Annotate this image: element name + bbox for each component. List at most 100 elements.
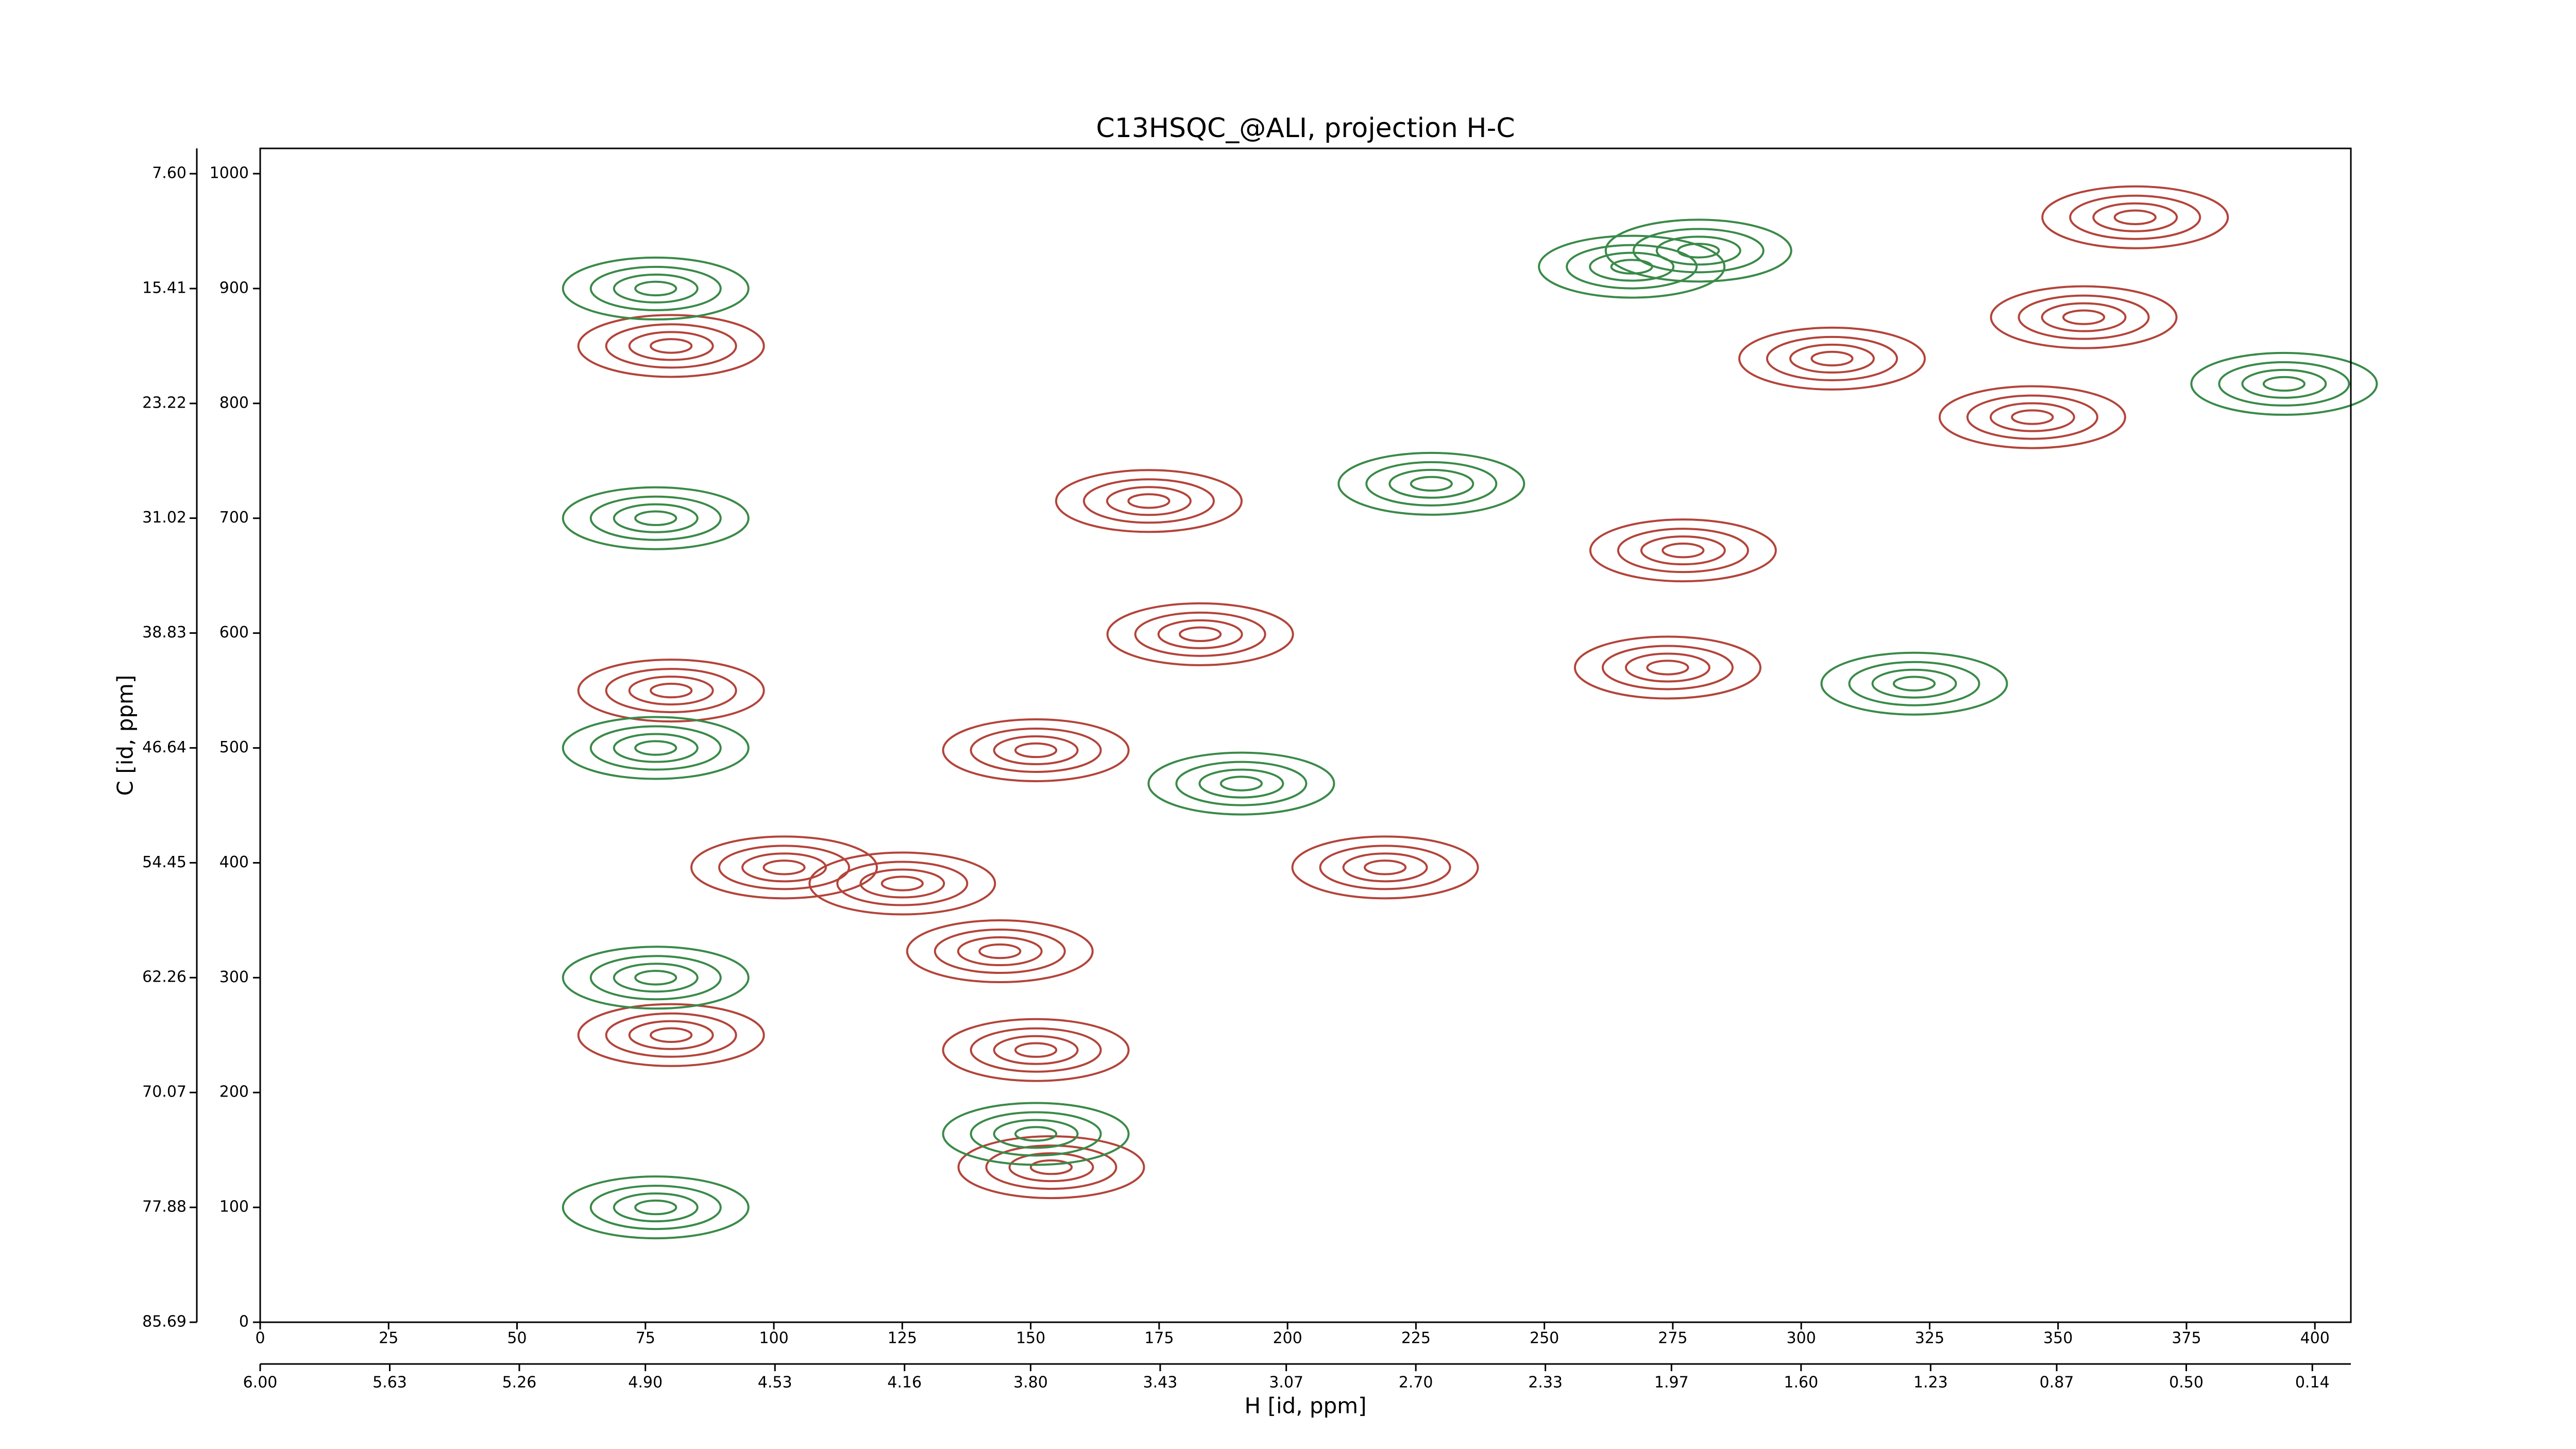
contour-peak [690,835,878,900]
contour-peak [1106,602,1294,666]
contour-peak [1589,251,1675,282]
contour-peak [2062,309,2106,325]
contour-peak [993,1035,1079,1065]
chart-title: C13HSQC_@ALI, projection H-C [1096,113,1515,144]
contour-peak [1966,394,2098,440]
x2-tick-label: 2.33 [1528,1374,1563,1392]
contour-peak [718,845,850,890]
contour-peak [613,963,699,993]
contour-peak [613,273,699,304]
contour-peak [634,1199,677,1216]
contour-peak [1810,350,1854,367]
contour-peak [1008,1152,1094,1183]
contour-peak [634,740,677,756]
contour-peak [1604,218,1792,283]
contour-peak [942,1018,1130,1082]
contour-peak [1617,528,1749,574]
y-axis-label: C [id, ppm] [113,675,138,796]
contour-peak [1989,402,2075,432]
contour-peak [1147,751,1335,816]
contour-peak [1566,244,1698,290]
contour-peak [577,314,765,378]
y-tick-label: 1000 [210,164,249,182]
plot-frame [259,147,2352,1323]
contour-peak [2262,376,2306,392]
x-tick-label: 50 [507,1329,527,1347]
x2-tick-label: 1.60 [1784,1374,1818,1392]
contour-peak [1410,476,1453,492]
contour-peak [1538,234,1726,299]
contour-peak [634,280,677,297]
contour-peak [836,861,969,906]
x2-tick-label: 4.90 [628,1374,663,1392]
x2-tick-label: 1.97 [1654,1374,1689,1392]
y-tick-label: 700 [219,509,249,527]
contour-peak [613,1192,699,1223]
contour-peak [1938,385,2126,449]
x-tick-label: 200 [1273,1329,1302,1347]
contour-peak [589,725,722,771]
contour-peak [1766,335,1898,381]
contour-peak [985,1144,1117,1190]
contour-peak [942,1102,1130,1166]
contour-peak [993,735,1079,765]
contour-peak [589,1185,722,1231]
contour-peak [1388,468,1475,499]
y2-tick-label: 77.88 [142,1198,187,1216]
y2-tick-label: 15.41 [142,279,187,297]
x-tick-label: 250 [1530,1329,1559,1347]
contour-peak [2041,185,2229,249]
contour-peak [978,943,1022,959]
y-tick-label: 400 [219,853,249,871]
y2-tick-label: 31.02 [142,509,187,527]
contour-peak [650,682,693,699]
y-tick-label: 300 [219,968,249,986]
contour-peak [1738,326,1926,391]
contour-peak [1219,776,1263,791]
contour-peak [605,668,737,714]
contour-peak [628,1020,714,1050]
contour-peak [1848,661,1980,706]
contour-peak [577,1003,765,1067]
x-tick-label: 150 [1016,1329,1045,1347]
contour-peak [934,929,1066,974]
y2-tick-label: 54.45 [142,853,187,871]
contour-peak [970,1027,1102,1073]
y-tick-label: 100 [219,1198,249,1216]
contour-peak [2113,209,2157,225]
contour-peak [808,851,996,916]
contour-peak [589,955,722,1001]
contour-peak [1589,518,1777,583]
x2-tick-label: 3.43 [1143,1374,1178,1392]
contour-peak [628,676,714,706]
x-tick-label: 375 [2172,1329,2201,1347]
x-tick-label: 125 [888,1329,917,1347]
x2-tick-label: 4.16 [887,1374,922,1392]
contour-peak [1624,652,1710,683]
contour-peak [1014,1126,1058,1142]
contour-peak [942,718,1130,782]
contour-peak [762,860,806,875]
contour-peak [1342,852,1428,883]
contour-peak [562,486,750,550]
contour-peak [1820,651,2008,716]
contour-peak [2092,202,2178,232]
contour-peak [1055,469,1243,533]
contour-peak [1646,660,1689,676]
y-tick-label: 500 [219,738,249,756]
contour-peak [589,265,722,311]
plot-area [562,185,2378,1240]
contour-peak [1291,835,1479,900]
x2-tick-label: 3.07 [1269,1374,1303,1392]
contour-peak [562,256,750,321]
contour-peak [2241,368,2327,399]
contour-peak [2011,409,2054,425]
y2-tick-label: 7.60 [152,164,187,182]
contour-peak [650,1027,693,1043]
y2-tick-label: 62.26 [142,968,187,986]
contour-peak [562,1175,750,1240]
y2-tick-label: 23.22 [142,394,187,412]
contour-peak [1363,860,1407,875]
contour-peak [1106,486,1192,516]
